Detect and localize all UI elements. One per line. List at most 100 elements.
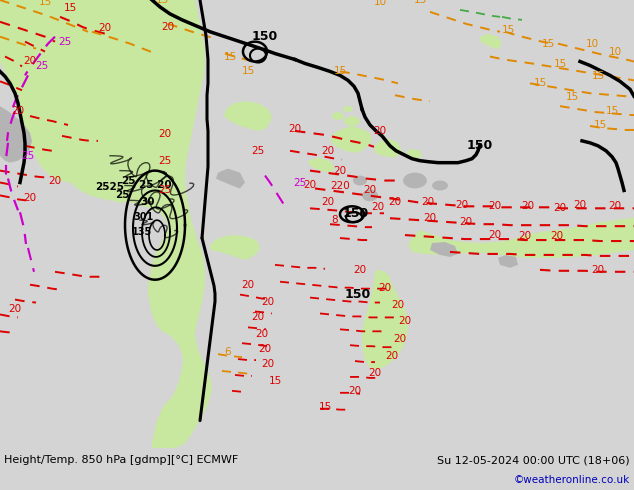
Text: 20: 20 [460, 217, 472, 227]
Text: 15: 15 [242, 67, 255, 76]
Text: 20: 20 [553, 203, 567, 213]
Text: 15: 15 [318, 402, 332, 412]
Polygon shape [224, 101, 272, 131]
Text: 15: 15 [155, 0, 169, 5]
Text: 20: 20 [378, 283, 392, 293]
Text: 20: 20 [8, 304, 22, 315]
Text: 20: 20 [424, 213, 437, 223]
Text: 25: 25 [120, 175, 135, 186]
Text: 20: 20 [550, 231, 564, 241]
Polygon shape [432, 180, 448, 191]
Polygon shape [330, 126, 372, 153]
Polygon shape [362, 270, 408, 369]
Text: 20: 20 [455, 200, 469, 210]
Text: 20: 20 [23, 194, 37, 203]
Text: 20: 20 [363, 185, 377, 196]
Text: 220: 220 [330, 181, 350, 192]
Text: 301: 301 [133, 212, 153, 222]
Text: 20: 20 [23, 56, 37, 67]
Text: 2525: 2525 [96, 182, 124, 193]
Text: 25 20: 25 20 [139, 180, 171, 191]
Text: 25: 25 [36, 61, 49, 72]
Text: 20: 20 [259, 344, 271, 354]
Text: 15: 15 [223, 51, 236, 62]
Text: 20: 20 [385, 351, 399, 361]
Polygon shape [498, 255, 518, 268]
Text: Height/Temp. 850 hPa [gdmp][°C] ECMWF: Height/Temp. 850 hPa [gdmp][°C] ECMWF [4, 455, 238, 465]
Polygon shape [344, 116, 360, 126]
Text: 20: 20 [573, 200, 586, 210]
Text: 15: 15 [268, 376, 281, 386]
Text: 25: 25 [115, 191, 129, 200]
Text: 20: 20 [252, 313, 264, 322]
Text: 20: 20 [242, 280, 255, 290]
Text: 135: 135 [132, 227, 152, 237]
Text: 20: 20 [422, 197, 434, 207]
Text: 20: 20 [398, 317, 411, 326]
Text: 15: 15 [541, 39, 555, 49]
Text: 20: 20 [288, 124, 302, 134]
Text: 15: 15 [333, 67, 347, 76]
Text: 20: 20 [391, 299, 404, 310]
Text: 15: 15 [593, 120, 607, 130]
Text: 20: 20 [261, 359, 275, 369]
Polygon shape [210, 235, 260, 260]
Text: 20: 20 [158, 129, 172, 139]
Text: 20: 20 [389, 197, 401, 207]
Text: 20: 20 [304, 180, 316, 191]
Text: 8: 8 [332, 215, 339, 225]
Text: 20: 20 [48, 175, 61, 186]
Text: 20: 20 [373, 126, 387, 136]
Polygon shape [0, 106, 32, 163]
Text: 15: 15 [553, 59, 567, 70]
Text: 30: 30 [141, 197, 155, 207]
Polygon shape [0, 0, 212, 448]
Polygon shape [408, 217, 634, 258]
Text: ©weatheronline.co.uk: ©weatheronline.co.uk [514, 475, 630, 485]
Text: 25: 25 [158, 156, 172, 166]
Text: 20: 20 [98, 23, 112, 33]
Text: 20: 20 [321, 197, 335, 207]
Polygon shape [308, 158, 335, 172]
Text: 150: 150 [467, 139, 493, 152]
Text: 150: 150 [345, 288, 371, 301]
Polygon shape [332, 112, 344, 120]
Text: 15: 15 [501, 25, 515, 35]
Text: 20: 20 [333, 166, 347, 175]
Text: 25: 25 [158, 185, 172, 196]
Polygon shape [374, 139, 402, 158]
Polygon shape [362, 190, 378, 201]
Text: 25: 25 [251, 146, 264, 156]
Text: 20: 20 [592, 265, 605, 275]
Text: 6: 6 [224, 347, 231, 357]
Text: 15: 15 [592, 72, 605, 81]
Text: 15: 15 [533, 78, 547, 88]
Text: 10: 10 [585, 39, 598, 49]
Text: 15: 15 [39, 0, 51, 7]
Text: 25: 25 [58, 37, 72, 47]
Text: 20: 20 [368, 368, 382, 378]
Text: 150: 150 [252, 30, 278, 43]
Text: 15: 15 [566, 92, 579, 102]
Text: 25: 25 [294, 177, 307, 188]
Polygon shape [480, 34, 502, 49]
Polygon shape [216, 169, 245, 189]
Text: 20: 20 [519, 231, 531, 241]
Text: 20: 20 [488, 201, 501, 211]
Polygon shape [430, 242, 458, 257]
Polygon shape [353, 175, 367, 186]
Text: 150: 150 [343, 207, 369, 220]
Text: 15: 15 [413, 0, 427, 5]
Text: 10: 10 [609, 47, 621, 56]
Text: 20: 20 [353, 265, 366, 275]
Text: 20: 20 [488, 230, 501, 240]
Text: 20: 20 [11, 106, 25, 116]
Text: 20: 20 [162, 22, 174, 32]
Text: 15: 15 [63, 3, 77, 13]
Text: 20: 20 [521, 201, 534, 211]
Polygon shape [403, 172, 427, 189]
Polygon shape [406, 149, 422, 159]
Text: 20: 20 [609, 201, 621, 211]
Text: 20: 20 [256, 329, 269, 339]
Text: 10: 10 [373, 0, 387, 7]
